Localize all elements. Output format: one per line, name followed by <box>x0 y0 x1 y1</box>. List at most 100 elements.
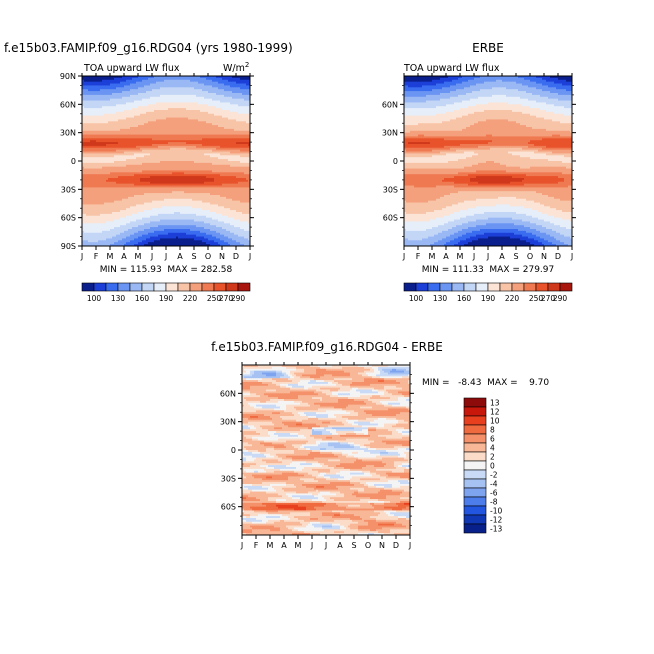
model-cell <box>142 127 145 130</box>
model-cell <box>160 119 163 122</box>
model-cell <box>142 100 145 103</box>
model-cell <box>198 134 201 137</box>
model-cell <box>150 127 153 130</box>
model-cell <box>110 87 113 90</box>
model-cell <box>102 89 105 92</box>
model-cell <box>204 79 207 83</box>
model-cell <box>186 81 189 84</box>
model-cell <box>220 113 223 117</box>
model-cell <box>188 93 191 96</box>
model-cell <box>168 125 171 128</box>
model-cell <box>136 149 139 152</box>
model-cell <box>234 87 237 90</box>
model-cell <box>194 138 197 141</box>
model-cell <box>196 91 199 94</box>
model-cell <box>196 115 199 118</box>
model-cell <box>248 83 251 86</box>
model-cell <box>164 149 167 152</box>
model-cell <box>234 108 237 111</box>
model-cell <box>178 123 181 126</box>
model-cell <box>100 151 103 154</box>
model-cell <box>94 136 97 139</box>
model-cell <box>164 93 167 96</box>
model-cell <box>190 93 193 96</box>
model-cell <box>228 98 231 101</box>
model-cell <box>186 113 189 117</box>
model-cell <box>240 132 243 135</box>
model-cell <box>204 151 207 154</box>
model-cell <box>236 136 239 139</box>
model-cell <box>116 127 119 130</box>
model-cell <box>214 142 217 145</box>
model-cell <box>236 96 239 100</box>
model-cell <box>118 77 121 81</box>
model-cell <box>150 85 153 88</box>
model-cell <box>112 117 115 120</box>
model-cell <box>164 77 167 81</box>
model-cell <box>220 145 223 149</box>
model-cell <box>246 130 249 134</box>
model-cell <box>148 89 151 92</box>
model-cell <box>88 128 91 132</box>
model-cell <box>208 85 211 88</box>
model-cell <box>242 147 245 151</box>
model-cell <box>154 96 157 100</box>
model-cell <box>212 91 215 94</box>
model-cell <box>88 102 91 105</box>
model-cell <box>138 96 141 100</box>
model-cell <box>166 115 169 118</box>
model-cell <box>106 125 109 128</box>
model-cell <box>176 91 179 94</box>
model-cell <box>228 121 231 124</box>
model-cell <box>214 98 217 101</box>
model-cell <box>176 77 179 81</box>
model-cell <box>202 127 205 130</box>
model-cell <box>224 119 227 122</box>
model-cell <box>104 113 107 117</box>
model-cell <box>148 104 151 107</box>
model-cell <box>218 83 221 86</box>
model-cell <box>162 102 165 105</box>
model-cell <box>188 119 191 122</box>
model-cell <box>242 130 245 134</box>
model-cell <box>216 100 219 103</box>
model-cell <box>124 110 127 113</box>
model-cell <box>180 128 183 132</box>
model-cell <box>186 134 189 137</box>
model-cell <box>100 87 103 90</box>
model-cell <box>160 81 163 84</box>
model-cell <box>132 132 135 135</box>
model-cell <box>122 138 125 141</box>
model-cell <box>110 83 113 86</box>
model-cell <box>244 140 247 143</box>
model-cell <box>132 104 135 107</box>
model-cell <box>166 128 169 132</box>
model-cell <box>244 136 247 139</box>
model-cell <box>216 123 219 126</box>
model-cell <box>220 140 223 143</box>
model-cell <box>224 123 227 126</box>
model-cell <box>166 89 169 92</box>
model-cell <box>200 108 203 111</box>
model-cell <box>186 91 189 94</box>
model-cell <box>106 87 109 90</box>
model-cell <box>140 81 143 84</box>
model-cell <box>172 106 175 109</box>
model-cell <box>122 110 125 113</box>
model-cell <box>138 151 141 154</box>
model-cell <box>166 151 169 154</box>
model-cell <box>152 79 155 83</box>
model-cell <box>118 110 121 113</box>
model-cell <box>232 121 235 124</box>
model-cell <box>208 128 211 132</box>
model-cell <box>220 115 223 118</box>
model-cell <box>104 81 107 84</box>
model-cell <box>96 136 99 139</box>
model-cell <box>226 117 229 120</box>
model-cell <box>156 147 159 151</box>
model-cell <box>176 76 179 79</box>
model-cell <box>244 100 247 103</box>
model-cell <box>140 83 143 86</box>
model-cell <box>234 117 237 120</box>
